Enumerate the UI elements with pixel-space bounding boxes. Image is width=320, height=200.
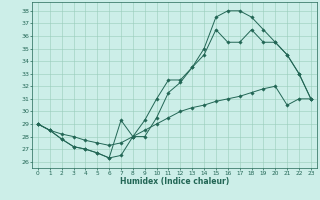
X-axis label: Humidex (Indice chaleur): Humidex (Indice chaleur) [120,177,229,186]
